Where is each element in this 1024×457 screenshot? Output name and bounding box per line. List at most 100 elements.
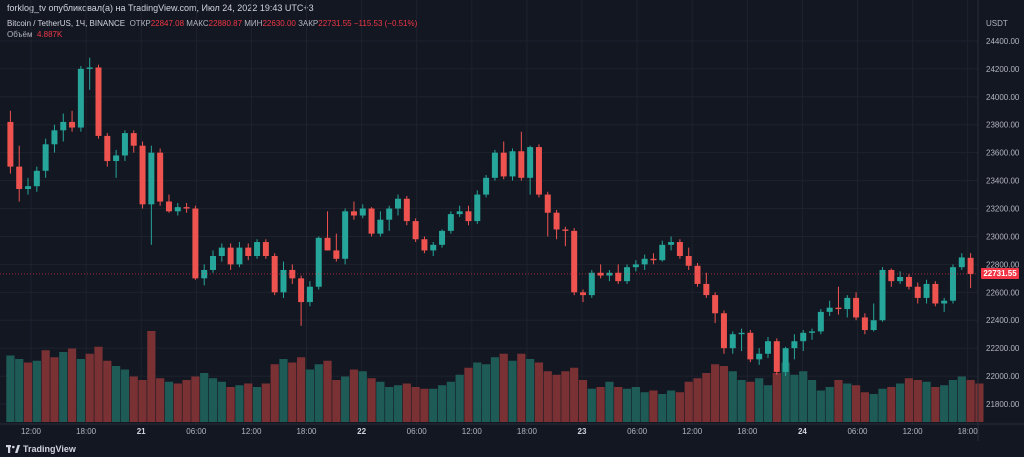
candle[interactable] xyxy=(77,66,84,132)
candle[interactable] xyxy=(421,236,428,254)
candle[interactable] xyxy=(439,229,446,248)
candle[interactable] xyxy=(280,261,287,298)
candle[interactable] xyxy=(853,292,860,321)
candle[interactable] xyxy=(817,309,824,335)
candle[interactable] xyxy=(835,286,842,315)
candle[interactable] xyxy=(139,141,146,209)
candle[interactable] xyxy=(597,264,604,279)
candle[interactable] xyxy=(306,281,313,307)
candle[interactable] xyxy=(756,348,763,365)
candle[interactable] xyxy=(7,110,14,174)
candle[interactable] xyxy=(650,253,657,265)
candle[interactable] xyxy=(377,211,384,237)
candle[interactable] xyxy=(720,310,727,354)
candle[interactable] xyxy=(888,268,895,287)
candle[interactable] xyxy=(183,202,190,213)
candle[interactable] xyxy=(465,205,472,226)
candle[interactable] xyxy=(932,281,939,307)
candle[interactable] xyxy=(500,141,507,180)
candle[interactable] xyxy=(562,226,569,247)
candle[interactable] xyxy=(923,279,930,304)
candle[interactable] xyxy=(227,243,234,270)
candle[interactable] xyxy=(764,337,771,358)
candle[interactable] xyxy=(941,297,948,312)
candle[interactable] xyxy=(386,205,393,231)
candle[interactable] xyxy=(632,260,639,272)
candle[interactable] xyxy=(148,145,155,245)
candle[interactable] xyxy=(69,110,76,132)
candle[interactable] xyxy=(403,195,410,226)
candle[interactable] xyxy=(262,239,269,259)
candle[interactable] xyxy=(395,194,401,216)
candle[interactable] xyxy=(712,292,719,324)
candle[interactable] xyxy=(553,209,560,240)
candle[interactable] xyxy=(86,57,93,90)
candle[interactable] xyxy=(174,202,181,216)
candle[interactable] xyxy=(456,205,463,217)
candle[interactable] xyxy=(165,194,172,213)
candle[interactable] xyxy=(315,236,322,290)
candle[interactable] xyxy=(782,346,789,377)
candle[interactable] xyxy=(685,247,692,270)
candle[interactable] xyxy=(95,64,102,139)
candle[interactable] xyxy=(826,300,833,317)
candle[interactable] xyxy=(905,274,912,290)
candle[interactable] xyxy=(527,145,534,195)
candle[interactable] xyxy=(914,282,921,304)
candle[interactable] xyxy=(641,254,648,270)
candle[interactable] xyxy=(254,239,261,259)
candle[interactable] xyxy=(967,253,974,289)
candle[interactable] xyxy=(113,149,120,178)
candle[interactable] xyxy=(518,131,525,181)
candle[interactable] xyxy=(430,242,437,257)
candle[interactable] xyxy=(192,205,199,280)
candle[interactable] xyxy=(861,313,868,335)
candle[interactable] xyxy=(738,328,745,351)
candle[interactable] xyxy=(218,243,225,262)
candle[interactable] xyxy=(157,148,164,206)
candle[interactable] xyxy=(509,148,516,181)
candle[interactable] xyxy=(245,243,252,261)
candle[interactable] xyxy=(271,253,278,296)
candle[interactable] xyxy=(491,149,498,181)
candle[interactable] xyxy=(474,190,481,224)
candle[interactable] xyxy=(236,242,243,268)
candle[interactable] xyxy=(809,328,816,340)
candle[interactable] xyxy=(897,271,904,284)
candle[interactable] xyxy=(773,338,780,375)
candle[interactable] xyxy=(33,166,40,192)
candle[interactable] xyxy=(447,211,454,234)
candle[interactable] xyxy=(104,133,111,167)
candle[interactable] xyxy=(580,289,586,303)
candle[interactable] xyxy=(130,130,137,153)
candle[interactable] xyxy=(800,330,807,351)
candle[interactable] xyxy=(324,211,331,251)
tradingview-brand[interactable]: TradingView xyxy=(6,444,76,454)
candle[interactable] xyxy=(659,240,666,262)
candle[interactable] xyxy=(210,250,217,273)
candle[interactable] xyxy=(676,239,683,259)
candle[interactable] xyxy=(201,264,208,286)
candle[interactable] xyxy=(342,208,349,265)
candle[interactable] xyxy=(333,233,340,262)
candle[interactable] xyxy=(350,201,357,220)
candle[interactable] xyxy=(51,124,58,153)
symbol-legend[interactable]: Bitcoin / TetherUS, 1Ч, BINANCE ОТКР2284… xyxy=(7,19,417,28)
candle[interactable] xyxy=(571,228,578,296)
candle[interactable] xyxy=(535,144,542,198)
candle[interactable] xyxy=(25,177,32,195)
candle[interactable] xyxy=(844,295,851,318)
candle[interactable] xyxy=(747,330,754,363)
candle[interactable] xyxy=(483,175,490,198)
candle[interactable] xyxy=(870,303,877,332)
candle[interactable] xyxy=(949,264,956,304)
candle[interactable] xyxy=(791,334,798,360)
candle[interactable] xyxy=(42,138,49,178)
candle[interactable] xyxy=(412,218,419,243)
candle[interactable] xyxy=(368,207,375,237)
candle[interactable] xyxy=(879,267,886,322)
candle[interactable] xyxy=(16,145,23,202)
candle[interactable] xyxy=(668,236,675,251)
candle[interactable] xyxy=(694,262,701,287)
volume-legend[interactable]: Объём 4.887K xyxy=(7,30,62,39)
